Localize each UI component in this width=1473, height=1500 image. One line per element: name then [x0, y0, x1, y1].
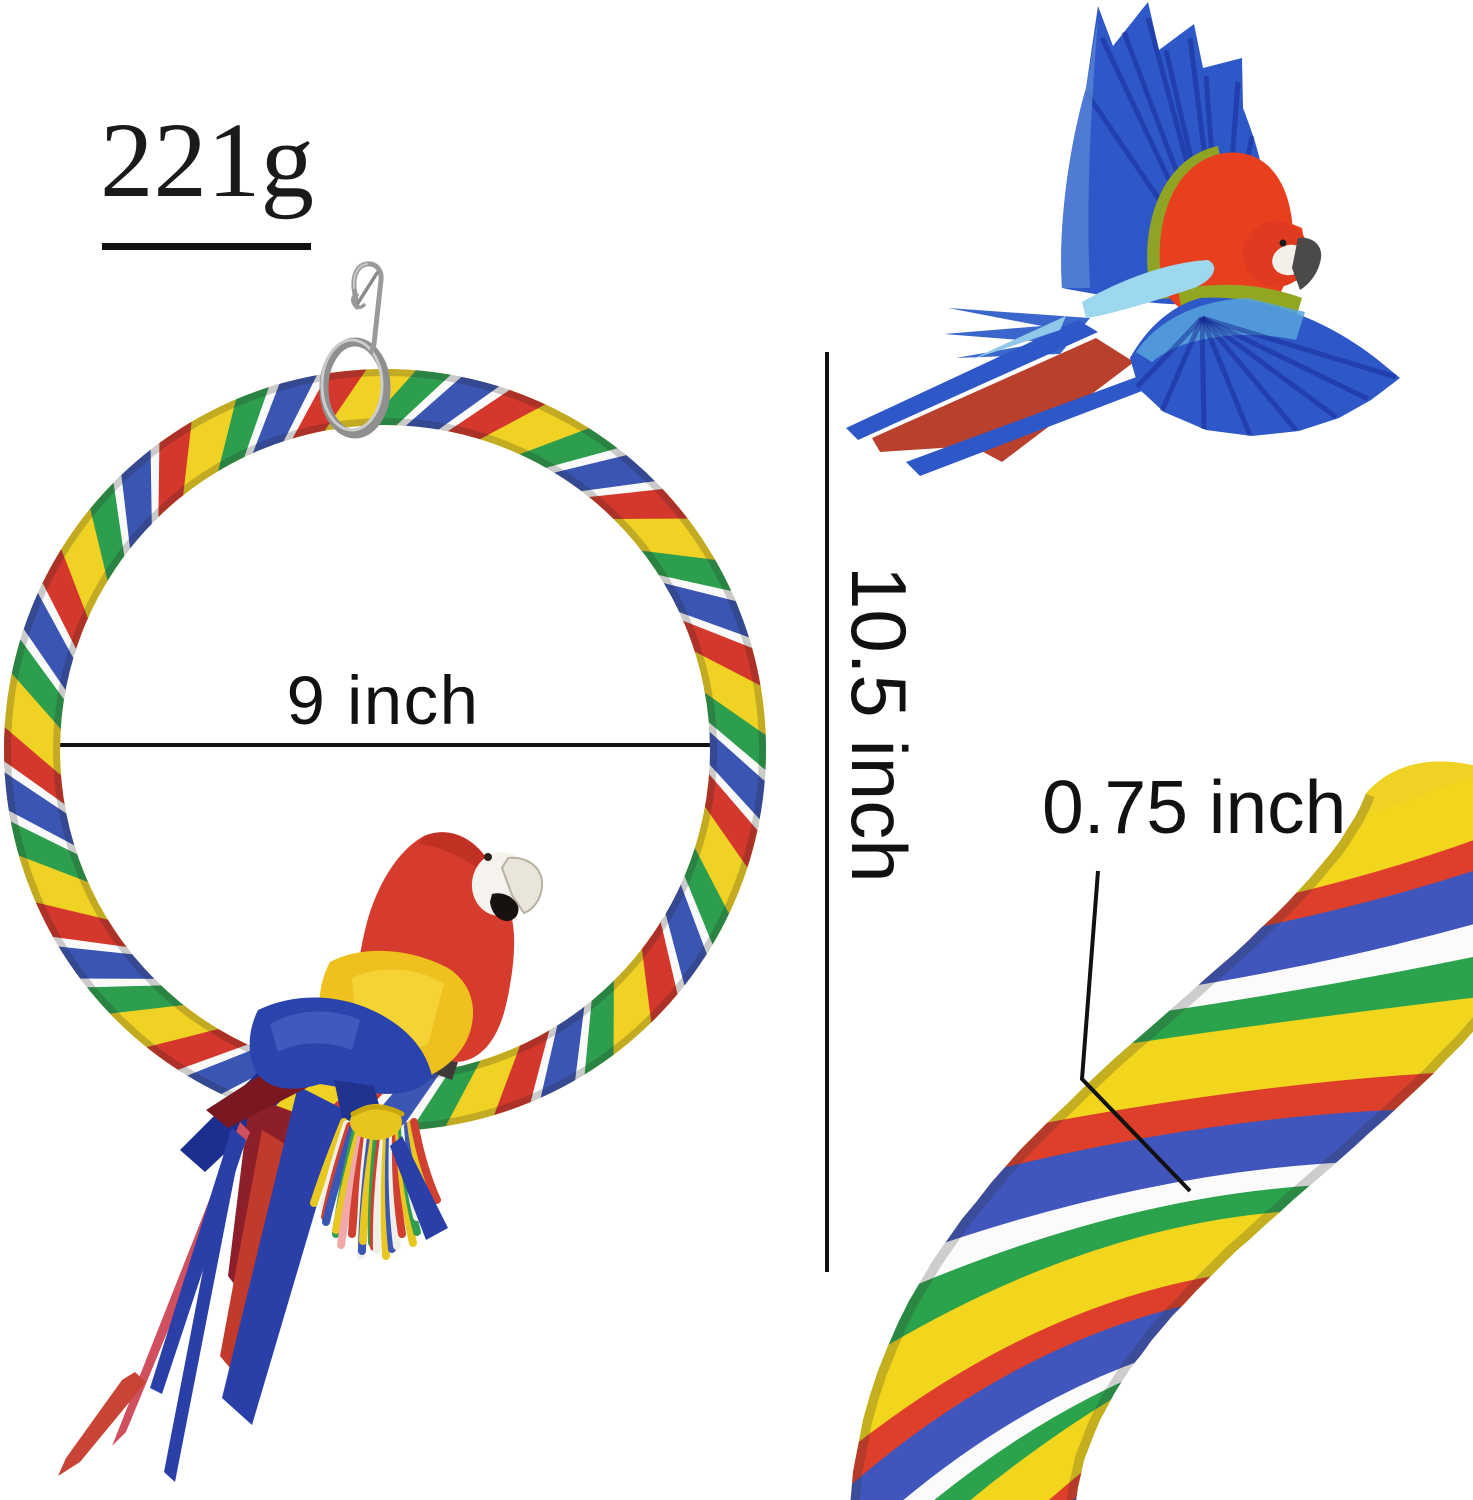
svg-text:10.5 inch: 10.5 inch	[835, 566, 923, 883]
svg-text:221g: 221g	[100, 102, 314, 220]
svg-text:0.75 inch: 0.75 inch	[1042, 765, 1346, 849]
svg-text:9 inch: 9 inch	[286, 662, 479, 739]
